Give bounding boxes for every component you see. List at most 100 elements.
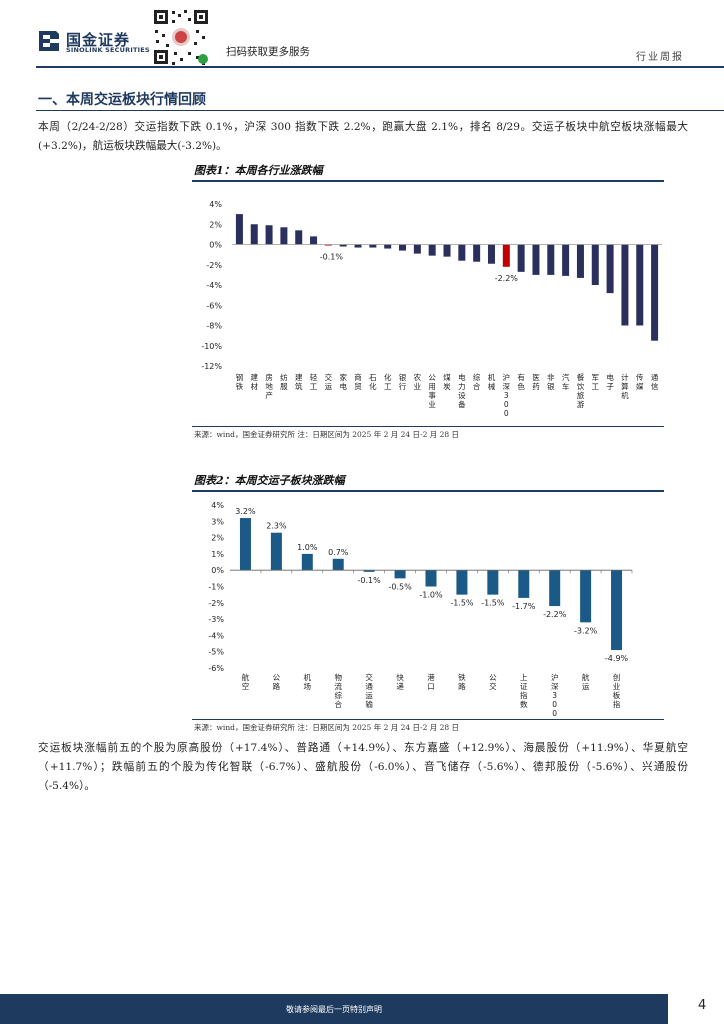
bar-农业 <box>413 244 421 254</box>
bar-有色 <box>517 244 525 272</box>
data-label: 3.2% <box>235 507 256 516</box>
page-number: 4 <box>698 998 707 1013</box>
x-tick-label: 铁路 <box>458 672 466 691</box>
bar-家电 <box>339 244 347 247</box>
company-logo-icon <box>39 31 59 51</box>
bar-钢铁 <box>235 214 243 245</box>
transport-subsector-chart: 4% 3% 2% 1% 0% -1% -2% -3% -4% -5% -6% 3.2% 航空 2.3% 公路… <box>208 501 633 718</box>
data-label: -3.2% <box>574 626 598 635</box>
y-tick-label: -10% <box>201 342 222 351</box>
bar-轻工 <box>310 236 318 245</box>
y-tick-label: 0% <box>209 241 222 250</box>
x-tick-label: 军工 <box>592 373 600 391</box>
bar-上证指数 <box>518 570 530 598</box>
bar-机场 <box>301 553 313 571</box>
y-tick-label: -3% <box>208 615 224 624</box>
x-tick-label: 港口 <box>427 672 435 691</box>
x-tick-label: 上证指数 <box>520 673 528 709</box>
y-tick-label: -2% <box>206 261 222 270</box>
x-tick-label: 化工 <box>384 372 392 391</box>
x-tick-label: 综合 <box>473 372 481 391</box>
bar-传媒 <box>636 244 644 326</box>
company-name-en: SINOLINK SECURITIES <box>66 46 150 54</box>
x-tick-label: 电力设备 <box>458 372 466 409</box>
bar-建筑 <box>295 230 303 245</box>
bar-创业板指 <box>611 570 623 651</box>
x-tick-label: 交通运输 <box>365 672 373 709</box>
x-tick-label: 机场 <box>304 672 312 691</box>
figure2-title: 图表2：本周交运子板块涨跌幅 <box>194 474 345 487</box>
x-tick-label: 纺服 <box>280 372 288 391</box>
bar-沪深300 <box>549 570 561 607</box>
x-tick-label: 房地产 <box>265 372 273 400</box>
bar-医药 <box>532 244 540 275</box>
figure1-bottom-rule <box>192 426 664 427</box>
figure1-source: 来源：wind，国金证券研究所 注：日期区间为 2025 年 2 月 24 日-… <box>194 430 460 439</box>
data-label: -0.1% <box>358 576 382 585</box>
data-label: -2.2% <box>543 610 567 619</box>
bar-铁路 <box>456 570 468 595</box>
bar-商贸 <box>354 244 362 248</box>
x-tick-label: 轻工 <box>310 372 318 391</box>
top-stocks-paragraph: 交运板块涨幅前五的个股为原高股份（+17.4%）、普路通（+14.9%）、东方嘉… <box>38 742 688 792</box>
bar-通信 <box>651 244 659 341</box>
x-tick-label: 医药 <box>532 373 540 391</box>
x-tick-label: 汽车 <box>562 372 570 391</box>
y-tick-label: 2% <box>211 534 224 543</box>
x-tick-label: 航运 <box>582 672 590 691</box>
x-tick-label: 钢铁 <box>236 372 244 391</box>
x-tick-label: 交运 <box>325 372 333 391</box>
bar-汽车 <box>562 244 570 276</box>
bar-交通运输 <box>363 570 375 572</box>
data-label: -1.5% <box>481 599 505 608</box>
bar-物流综合 <box>332 558 344 571</box>
x-tick-label: 传媒 <box>636 372 644 391</box>
y-tick-label: -4% <box>206 281 222 290</box>
x-tick-label: 家电 <box>339 372 347 391</box>
data-label: -1.5% <box>450 599 474 608</box>
company-name-cn: 国金证券 <box>66 31 131 49</box>
bar-军工 <box>591 244 599 285</box>
x-tick-label: 石化 <box>369 373 377 391</box>
x-tick-label: 创业板指 <box>613 672 621 709</box>
bar-煤炭 <box>443 244 451 257</box>
data-label: -0.5% <box>388 582 412 591</box>
section-divider <box>36 110 724 111</box>
y-tick-label: -4% <box>208 631 224 640</box>
x-tick-label: 商贸 <box>354 372 362 391</box>
bar-港口 <box>425 570 437 587</box>
bar-石化 <box>369 244 377 248</box>
bar-公路 <box>270 532 282 571</box>
x-tick-label: 沪深 3 0 0 <box>551 672 559 718</box>
x-tick-label: 公路 <box>273 673 281 691</box>
y-tick-label: -1% <box>208 583 224 592</box>
bar-电子 <box>606 244 614 294</box>
x-tick-label: 通信 <box>651 372 659 391</box>
x-tick-label: 餐饮旅游 <box>577 373 585 409</box>
x-tick-label: 航空 <box>242 672 250 691</box>
figure1-top-rule <box>192 180 664 182</box>
bar-交运 <box>324 244 332 246</box>
y-tick-label: 4% <box>209 200 222 209</box>
header-divider <box>36 66 724 68</box>
x-tick-label: 机械 <box>488 372 496 391</box>
figure2-bottom-rule <box>192 719 664 720</box>
data-label: 0.7% <box>328 548 349 557</box>
summary-paragraph: 本周（2/24-2/28）交运指数下跌 0.1%，沪深 300 指数下跌 2.2… <box>38 121 688 152</box>
x-tick-label: 计算机 <box>621 372 629 400</box>
qr-code-icon[interactable] <box>150 6 212 68</box>
figure2-source: 来源：wind，国金证券研究所 注：日期区间为 2025 年 2 月 24 日-… <box>194 723 460 732</box>
bar-餐饮旅游 <box>576 244 584 278</box>
data-label: -2.2% <box>495 274 519 283</box>
y-tick-label: 2% <box>209 220 222 229</box>
y-tick-label: 0% <box>211 566 224 575</box>
bar-电力设备 <box>458 244 466 261</box>
footer-bar <box>0 994 668 1024</box>
x-tick-label: 物流综合 <box>334 672 342 709</box>
footer-disclaimer: 敬请参阅最后一页特别声明 <box>286 1005 382 1014</box>
bar-航空 <box>239 518 251 571</box>
section-title: 一、本周交运板块行情回顾 <box>38 92 206 108</box>
bar-银行 <box>399 244 407 251</box>
x-tick-label: 建材 <box>250 372 258 391</box>
